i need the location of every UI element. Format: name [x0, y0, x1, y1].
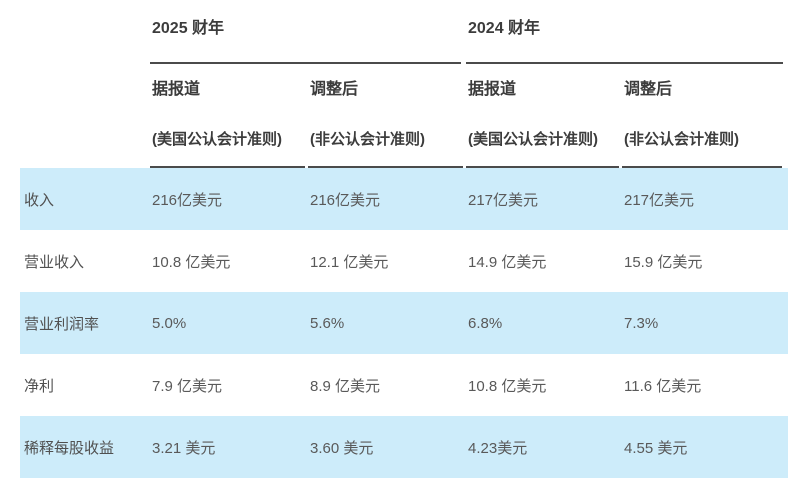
cell-value: 216亿美元	[152, 191, 223, 209]
cell-value: 5.6%	[310, 314, 345, 332]
subheader-row-1: 据报道 调整后 据报道 调整后	[20, 64, 788, 110]
subheader-row-2: (美国公认会计准则) (非公认会计准则) (美国公认会计准则) (非公认会计准则…	[20, 110, 788, 168]
cell-value: 12.1 亿美元	[310, 253, 389, 271]
year-2025-header: 2025 财年	[150, 0, 461, 64]
year-2024-header: 2024 财年	[466, 0, 783, 64]
row-label: 营业利润率	[24, 315, 100, 333]
col-2024-gaap-note: (美国公认会计准则)	[466, 110, 619, 168]
cell-value: 6.8%	[468, 314, 503, 332]
col-2024-reported-header: 据报道	[468, 81, 517, 98]
label-column-spacer	[20, 0, 150, 64]
financial-comparison-table: 2025 财年 2024 财年 据报道 调整后 据报道 调整后 (美国公认会计准…	[20, 0, 788, 478]
cell-value: 10.8 亿美元	[468, 377, 547, 395]
row-label: 净利	[24, 377, 55, 395]
col-2024-nongaap-note: (非公认会计准则)	[622, 110, 782, 168]
cell-value: 5.0%	[152, 314, 187, 332]
row-label: 营业收入	[24, 253, 85, 271]
table-row-operating-income: 营业收入 10.8 亿美元 12.1 亿美元 14.9 亿美元 15.9 亿美元	[20, 230, 788, 292]
cell-value: 7.3%	[624, 314, 659, 332]
cell-value: 11.6 亿美元	[624, 377, 702, 395]
year-2025-label: 2025 财年	[152, 20, 225, 37]
year-2024-label: 2024 财年	[468, 20, 541, 37]
cell-value: 8.9 亿美元	[310, 377, 381, 395]
cell-value: 10.8 亿美元	[152, 253, 231, 271]
col-2025-nongaap-note: (非公认会计准则)	[308, 110, 463, 168]
col-2025-gaap-note: (美国公认会计准则)	[150, 110, 305, 168]
cell-value: 217亿美元	[624, 191, 695, 209]
label-column-spacer	[20, 110, 150, 168]
col-2025-reported-header: 据报道	[152, 81, 201, 98]
cell-value: 7.9 亿美元	[152, 377, 223, 395]
table-row-operating-margin: 营业利润率 5.0% 5.6% 6.8% 7.3%	[20, 292, 788, 354]
cell-value: 14.9 亿美元	[468, 253, 547, 271]
table-row-diluted-eps: 稀释每股收益 3.21 美元 3.60 美元 4.23美元 4.55 美元	[20, 416, 788, 478]
table-row-net-income: 净利 7.9 亿美元 8.9 亿美元 10.8 亿美元 11.6 亿美元	[20, 354, 788, 416]
year-header-row: 2025 财年 2024 财年	[20, 0, 788, 64]
col-2025-adjusted-header: 调整后	[310, 81, 359, 98]
cell-value: 217亿美元	[468, 191, 539, 209]
cell-value: 4.55 美元	[624, 439, 688, 457]
cell-value: 4.23美元	[468, 439, 528, 457]
row-label: 稀释每股收益	[24, 439, 115, 457]
col-2024-adjusted-header: 调整后	[624, 81, 673, 98]
cell-value: 15.9 亿美元	[624, 253, 703, 271]
row-label: 收入	[24, 191, 55, 209]
cell-value: 3.60 美元	[310, 439, 374, 457]
table-row-revenue: 收入 216亿美元 216亿美元 217亿美元 217亿美元	[20, 168, 788, 230]
cell-value: 3.21 美元	[152, 439, 216, 457]
cell-value: 216亿美元	[310, 191, 381, 209]
